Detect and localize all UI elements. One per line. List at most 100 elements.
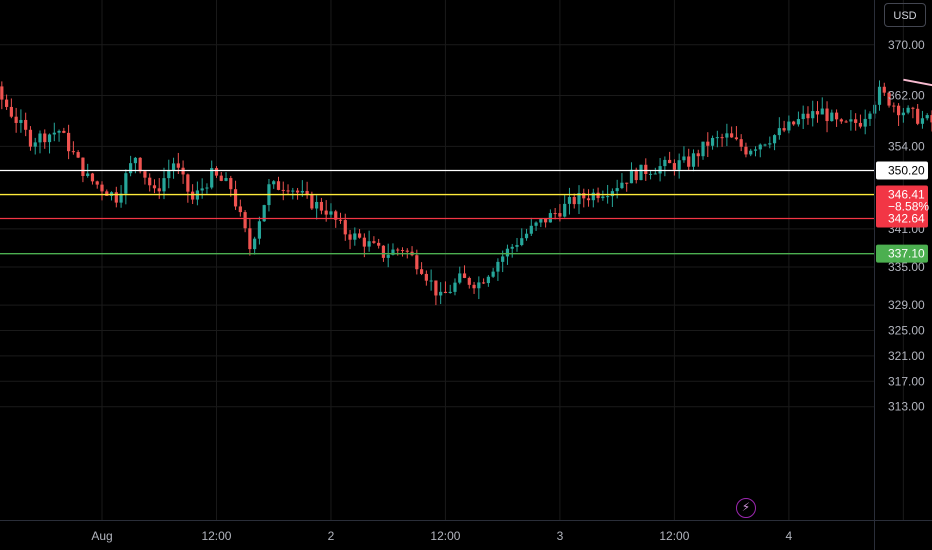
price-axis[interactable]: 370.00362.00354.00341.00335.00329.00325.… [874, 0, 930, 550]
candle-body [877, 86, 882, 105]
candle-body [734, 137, 739, 140]
candle-body [787, 121, 791, 131]
candle-body [477, 282, 481, 289]
candle [186, 173, 190, 203]
candle [834, 109, 839, 127]
candle [410, 246, 414, 257]
candle [291, 187, 295, 200]
candle [916, 104, 920, 126]
candle-body [677, 160, 681, 170]
candle [319, 197, 324, 215]
candle-body [276, 181, 281, 190]
candle-body [920, 118, 925, 124]
candle-body [544, 218, 548, 223]
candle-body [400, 250, 405, 252]
candle [57, 129, 61, 142]
candle [854, 113, 858, 131]
candle [739, 134, 743, 152]
candle [644, 158, 648, 181]
horizontal-levels[interactable] [0, 169, 874, 255]
candle [100, 181, 104, 201]
candle-body [429, 280, 433, 282]
candle [787, 115, 791, 134]
candle [386, 243, 390, 268]
candle-body [0, 86, 4, 100]
candle-body [806, 113, 810, 119]
candle-body [253, 238, 257, 250]
candle-body [334, 211, 338, 220]
candle [76, 150, 80, 159]
candle [763, 143, 767, 147]
candle [19, 109, 23, 133]
candle [496, 258, 500, 281]
candle [844, 119, 848, 123]
candle-body [749, 150, 753, 155]
candle [911, 106, 915, 119]
candle [47, 133, 52, 154]
candle [181, 160, 185, 184]
candle-body [162, 178, 166, 192]
candle-body [391, 249, 395, 255]
candle [539, 218, 543, 228]
candle-body [124, 173, 128, 194]
candle-body [563, 203, 567, 217]
currency-button[interactable]: USD [884, 3, 926, 27]
candle [920, 110, 925, 129]
candle [253, 236, 257, 255]
candle-body [357, 233, 362, 238]
candle-body [515, 245, 519, 247]
candle [582, 188, 586, 208]
candle-body [629, 169, 634, 184]
candle-body [606, 196, 610, 198]
candle-body [896, 105, 901, 116]
flash-icon[interactable]: ⚡ [736, 498, 756, 518]
candle-body [710, 137, 715, 146]
candle [796, 111, 801, 127]
candle-body [486, 276, 490, 284]
candle [749, 148, 753, 157]
candle [143, 170, 147, 185]
candle-body [95, 181, 99, 185]
candle-body [672, 163, 676, 170]
candle [629, 162, 634, 184]
candle-body [620, 182, 624, 189]
candle [305, 181, 309, 199]
candle [882, 82, 886, 97]
time-axis[interactable]: Aug 12:00 2 12:00 3 12:00 4 [0, 520, 932, 544]
candle [544, 218, 548, 228]
candle-body [892, 105, 896, 107]
candle-body [272, 181, 276, 185]
candle [477, 276, 481, 300]
candle-body [582, 193, 586, 199]
candle-body [663, 159, 667, 167]
candle-body [505, 248, 510, 257]
candle-body [534, 222, 538, 226]
candle-body [458, 273, 462, 283]
candle-body [882, 86, 886, 93]
candle-body [696, 153, 700, 157]
candle [343, 213, 347, 241]
candle [696, 149, 700, 167]
candle-body [801, 113, 805, 120]
candle-body [472, 284, 476, 289]
candle [276, 176, 281, 191]
candle [687, 148, 691, 171]
candle [28, 126, 33, 151]
candle [33, 137, 37, 155]
candle-body [834, 112, 839, 120]
candle [286, 184, 290, 195]
candle-body [200, 188, 204, 191]
candle-body [47, 134, 52, 143]
candle [730, 126, 734, 138]
candle-body [601, 196, 605, 199]
candle [625, 182, 629, 192]
candle-body [415, 255, 419, 270]
candle [601, 190, 605, 201]
candle-body [715, 137, 719, 139]
candle [567, 187, 572, 215]
candles [0, 80, 932, 306]
candle [152, 179, 157, 194]
candle-body [758, 144, 762, 150]
candle-body [901, 112, 905, 116]
